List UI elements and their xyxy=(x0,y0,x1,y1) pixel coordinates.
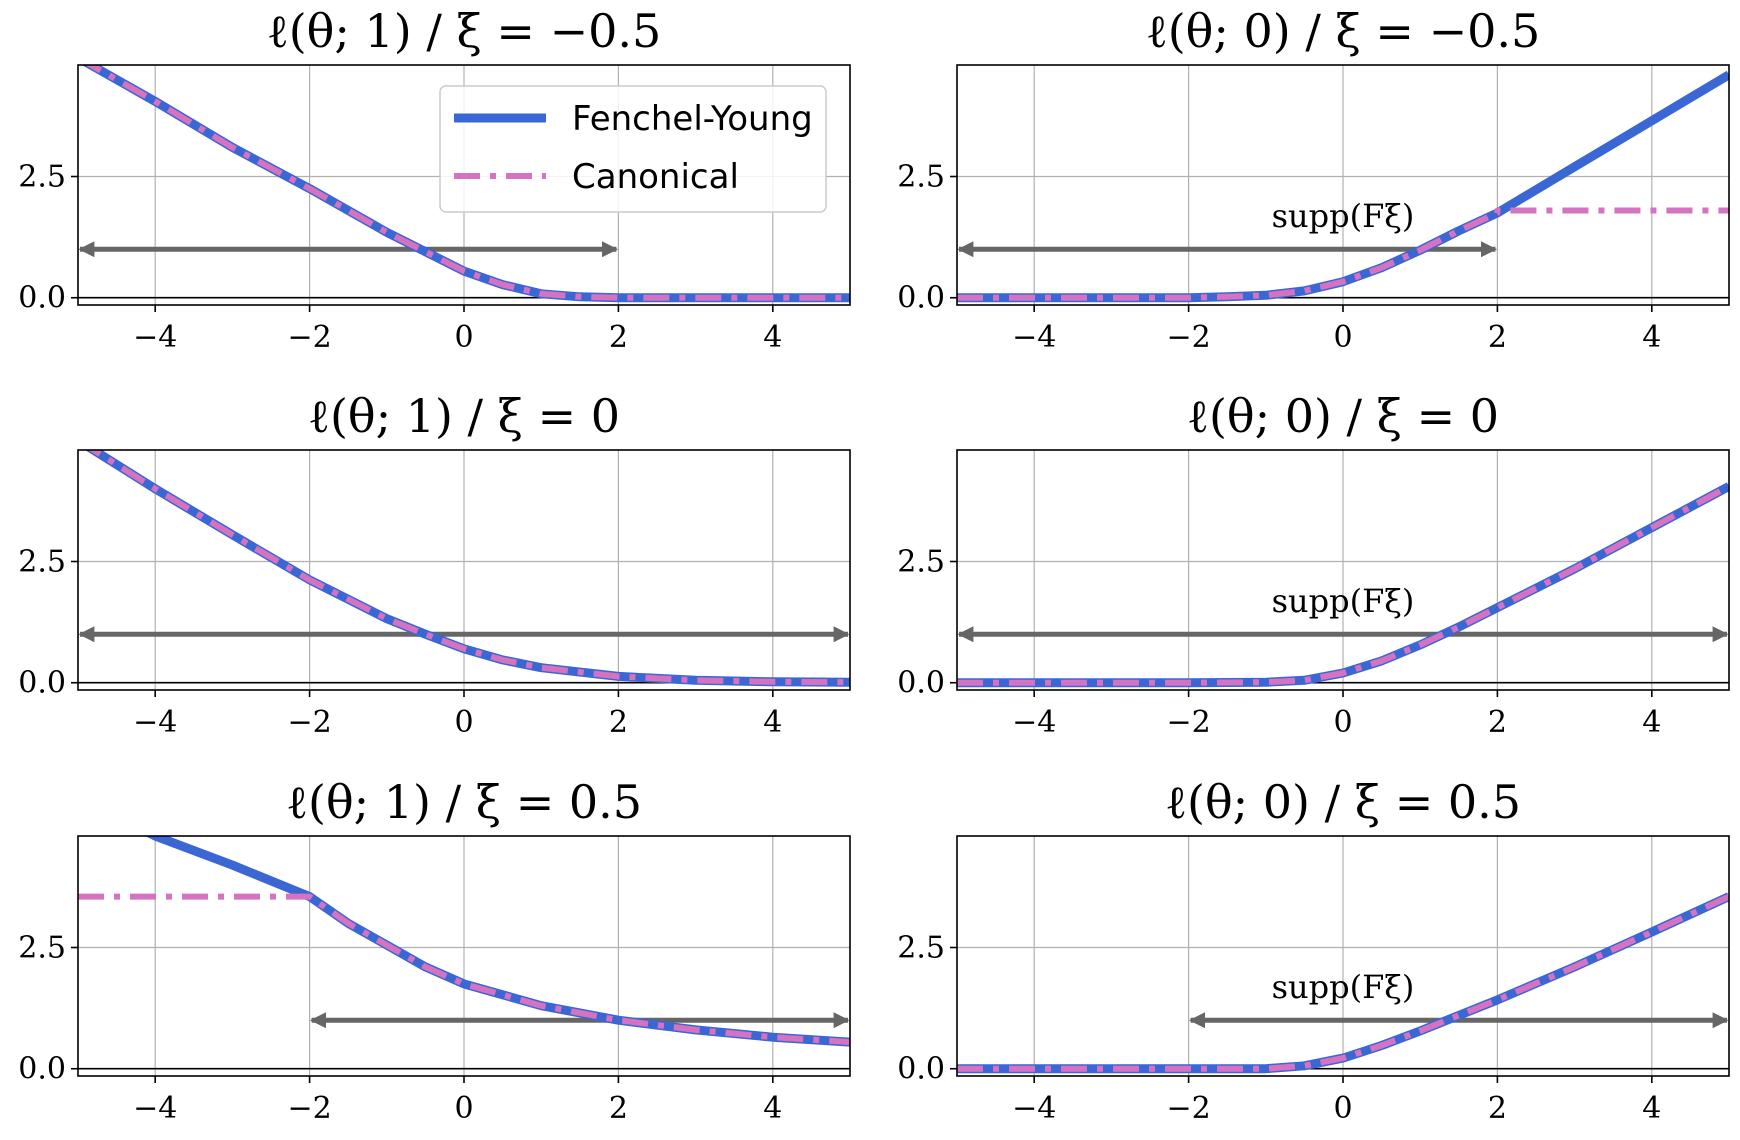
series-group xyxy=(957,70,1729,303)
series-group xyxy=(957,482,1729,688)
x-tick-label: 0 xyxy=(1333,1091,1352,1126)
series-line-canonical xyxy=(84,65,850,301)
series-group xyxy=(81,65,850,303)
x-tick-label: 4 xyxy=(763,705,782,740)
y-tick-label: 2.5 xyxy=(897,545,945,580)
x-tick-label: −4 xyxy=(1012,1091,1056,1126)
x-tick-label: 0 xyxy=(1333,705,1352,740)
x-tick-label: 2 xyxy=(609,1091,628,1126)
x-tick-label: 4 xyxy=(1642,705,1661,740)
legend-label: Canonical xyxy=(572,157,739,197)
y-tick-label: 2.5 xyxy=(18,545,66,580)
x-tick-label: 2 xyxy=(1488,705,1507,740)
x-tick-label: 2 xyxy=(609,705,628,740)
chart-title: ℓ(θ; 0) / ξ = 0.5 xyxy=(1165,775,1521,829)
series-line-canonical xyxy=(957,207,1729,301)
y-tick-label: 0.0 xyxy=(897,281,945,316)
chart-panel-3: ℓ(θ; 1) / ξ = 0 −4 −2 0 2 4 0.0 2.5 xyxy=(18,389,851,740)
series-line-fenchel-young xyxy=(957,892,1729,1074)
legend: Fenchel-Young Canonical xyxy=(439,85,827,213)
series-line-fenchel-young xyxy=(957,70,1729,303)
x-tick-label: −4 xyxy=(1012,320,1056,355)
x-tick-label: 0 xyxy=(454,320,473,355)
chart-panel-6: ℓ(θ; 0) / ξ = 0.5 supp(Fξ) −4 −2 0 2 4 0.0 2.5 xyxy=(897,775,1730,1126)
chart-panel-5: ℓ(θ; 1) / ξ = 0.5 −4 −2 0 2 4 0.0 2.5 xyxy=(18,775,851,1126)
x-tick-label: −2 xyxy=(1166,1091,1210,1126)
x-tick-label: 4 xyxy=(763,1091,782,1126)
x-tick-label: 4 xyxy=(1642,320,1661,355)
chart-panel-2: ℓ(θ; 0) / ξ = −0.5 supp(Fξ) −4 −2 0 2 4 0.0 2.5 xyxy=(897,4,1730,355)
series-line-canonical xyxy=(78,893,850,1046)
support-label: supp(Fξ) xyxy=(1272,968,1415,1006)
chart-title: ℓ(θ; 0) / ξ = 0 xyxy=(1187,389,1499,443)
x-tick-label: −2 xyxy=(287,1091,331,1126)
y-tick-label: 0.0 xyxy=(18,281,66,316)
chart-title: ℓ(θ; 1) / ξ = 0 xyxy=(308,389,620,443)
chart-panel-1: ℓ(θ; 1) / ξ = −0.5 −4 −2 0 2 4 0.0 2.5 Fenchel-Y… xyxy=(18,4,851,355)
y-tick-label: 0.0 xyxy=(18,1052,66,1087)
x-tick-label: 0 xyxy=(1333,320,1352,355)
series-group xyxy=(84,450,850,687)
x-tick-label: 0 xyxy=(454,1091,473,1126)
y-tick-label: 0.0 xyxy=(897,1052,945,1087)
chart-title: ℓ(θ; 1) / ξ = 0.5 xyxy=(286,775,642,829)
y-tick-label: 0.0 xyxy=(18,666,66,701)
x-tick-label: 0 xyxy=(454,705,473,740)
x-tick-label: 4 xyxy=(1642,1091,1661,1126)
x-tick-label: 2 xyxy=(609,320,628,355)
x-tick-label: −2 xyxy=(1166,320,1210,355)
series-group xyxy=(78,836,850,1047)
x-tick-label: −2 xyxy=(287,705,331,740)
y-tick-label: 2.5 xyxy=(897,931,945,966)
y-tick-label: 2.5 xyxy=(18,931,66,966)
series-line-canonical xyxy=(87,450,850,686)
x-tick-label: −4 xyxy=(133,705,177,740)
y-tick-label: 2.5 xyxy=(18,160,66,195)
y-tick-label: 2.5 xyxy=(897,160,945,195)
chart-title: ℓ(θ; 1) / ξ = −0.5 xyxy=(267,4,662,58)
support-label: supp(Fξ) xyxy=(1272,582,1415,620)
x-tick-label: 2 xyxy=(1488,320,1507,355)
y-tick-label: 0.0 xyxy=(897,666,945,701)
x-tick-label: −4 xyxy=(133,320,177,355)
x-tick-label: −4 xyxy=(1012,705,1056,740)
support-label: supp(Fξ) xyxy=(1272,197,1415,235)
x-tick-label: −2 xyxy=(1166,705,1210,740)
series-group xyxy=(957,892,1729,1074)
series-line-canonical xyxy=(957,483,1729,686)
chart-title: ℓ(θ; 0) / ξ = −0.5 xyxy=(1146,4,1541,58)
x-tick-label: −4 xyxy=(133,1091,177,1126)
x-tick-label: 2 xyxy=(1488,1091,1507,1126)
chart-panel-4: ℓ(θ; 0) / ξ = 0 supp(Fξ) −4 −2 0 2 4 0.0 2.5 xyxy=(897,389,1730,740)
legend-label: Fenchel-Young xyxy=(572,99,813,139)
x-tick-label: −2 xyxy=(287,320,331,355)
x-tick-label: 4 xyxy=(763,320,782,355)
